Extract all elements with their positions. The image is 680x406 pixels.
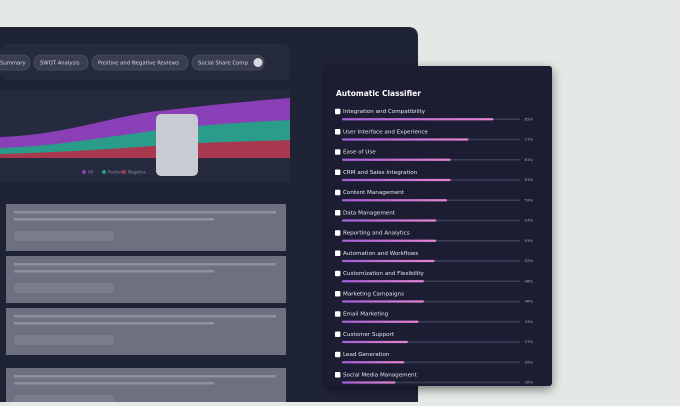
- bar-track: [342, 321, 520, 323]
- review-text-line: [14, 263, 276, 266]
- legend-label: Positive: [108, 170, 124, 175]
- checkbox[interactable]: [335, 210, 341, 216]
- legend-label: All: [88, 170, 93, 175]
- item-label: Social Media Management: [343, 372, 418, 378]
- checkbox[interactable]: [335, 331, 341, 337]
- review-meta: [14, 231, 114, 241]
- item-label: User Interface and Experience: [343, 129, 428, 135]
- bar-track: [342, 280, 520, 282]
- item-percent: 37%: [525, 339, 534, 344]
- bar-fill: [342, 361, 405, 364]
- tooltip: [156, 114, 198, 176]
- review-meta: [14, 283, 114, 293]
- item-percent: 53%: [525, 238, 534, 243]
- bar-fill: [342, 340, 408, 344]
- classifier-panel: [326, 66, 552, 386]
- bar-fill: [342, 381, 396, 384]
- checkbox[interactable]: [335, 351, 341, 358]
- checkbox[interactable]: [335, 311, 341, 317]
- bar-fill: [342, 280, 424, 283]
- item-label: Marketing Campaigns: [343, 291, 404, 297]
- area-negative: [0, 140, 290, 158]
- legend-dot: [82, 170, 86, 174]
- bar-fill: [342, 320, 419, 323]
- bar-fill: [342, 178, 451, 182]
- checkbox[interactable]: [335, 230, 341, 236]
- item-percent: 52%: [525, 258, 534, 263]
- checkbox[interactable]: [335, 270, 341, 277]
- checkbox[interactable]: [335, 189, 341, 196]
- bar-fill: [342, 300, 424, 303]
- item-label: Content Management: [343, 190, 405, 196]
- tab[interactable]: [191, 54, 265, 71]
- item-percent: 43%: [525, 319, 534, 324]
- checkbox[interactable]: [335, 108, 341, 115]
- item-label: Email Marketing: [343, 312, 389, 318]
- review-text-line: [14, 382, 214, 385]
- legend-label: Negative: [128, 170, 146, 175]
- bar-fill: [342, 199, 448, 202]
- review-text-line: [14, 375, 276, 378]
- classifier-title: Automatic Classifier: [336, 89, 421, 98]
- review-text-line: [14, 322, 214, 325]
- legend-dot: [102, 170, 106, 174]
- item-percent: 35%: [525, 359, 534, 364]
- checkbox[interactable]: [335, 250, 341, 256]
- item-label: Customization and Flexibility: [343, 271, 425, 277]
- bar-fill: [342, 118, 494, 121]
- bar-fill: [342, 158, 451, 161]
- item-label: Lead Generation: [343, 352, 390, 358]
- item-label: Automation and Workflows: [343, 251, 418, 257]
- tab[interactable]: [91, 54, 189, 71]
- tab-label: Summary: [0, 61, 26, 67]
- item-label: Ease of Use: [343, 150, 376, 156]
- review-meta: [14, 395, 114, 405]
- item-percent: 85%: [525, 116, 534, 121]
- tab-label: Positive and Negative Reviews: [98, 61, 179, 67]
- bar-fill: [342, 239, 437, 242]
- checkbox[interactable]: [335, 372, 341, 378]
- bar-track: [342, 341, 520, 343]
- item-percent: 61%: [525, 157, 534, 162]
- item-label: Data Management: [343, 210, 396, 216]
- tab[interactable]: [33, 54, 89, 71]
- bar-fill: [342, 259, 435, 263]
- review-text-line: [14, 211, 276, 214]
- bar-fill: [342, 138, 469, 141]
- tab-label: Social Share Comp: [198, 61, 248, 67]
- bar-track: [342, 381, 520, 384]
- tab-label: SWOT Analysis: [40, 61, 80, 67]
- item-percent: 53%: [525, 218, 534, 223]
- bar-track: [342, 300, 520, 303]
- item-label: Reporting and Analytics: [343, 231, 410, 237]
- tabs-next[interactable]: [253, 58, 263, 67]
- checkbox[interactable]: [335, 169, 341, 175]
- legend-dot: [122, 170, 126, 174]
- review-meta: [14, 335, 114, 345]
- item-percent: 71%: [525, 137, 534, 142]
- item-percent: 59%: [525, 197, 534, 202]
- tab[interactable]: [0, 54, 31, 71]
- item-label: CRM and Sales Integration: [343, 170, 418, 176]
- item-label: Integration and Compatibility: [343, 109, 426, 115]
- checkbox[interactable]: [335, 129, 341, 135]
- review-text-line: [14, 270, 214, 273]
- bar-track: [342, 361, 520, 363]
- review-text-line: [14, 315, 276, 318]
- review-text-line: [14, 218, 214, 221]
- item-percent: 46%: [525, 299, 534, 304]
- bar-fill: [342, 219, 437, 222]
- item-label: Customer Support: [343, 332, 395, 338]
- item-percent: 61%: [525, 177, 534, 182]
- item-percent: 30%: [525, 380, 534, 385]
- checkbox[interactable]: [335, 291, 341, 297]
- item-percent: 46%: [525, 278, 534, 283]
- checkbox[interactable]: [335, 149, 341, 155]
